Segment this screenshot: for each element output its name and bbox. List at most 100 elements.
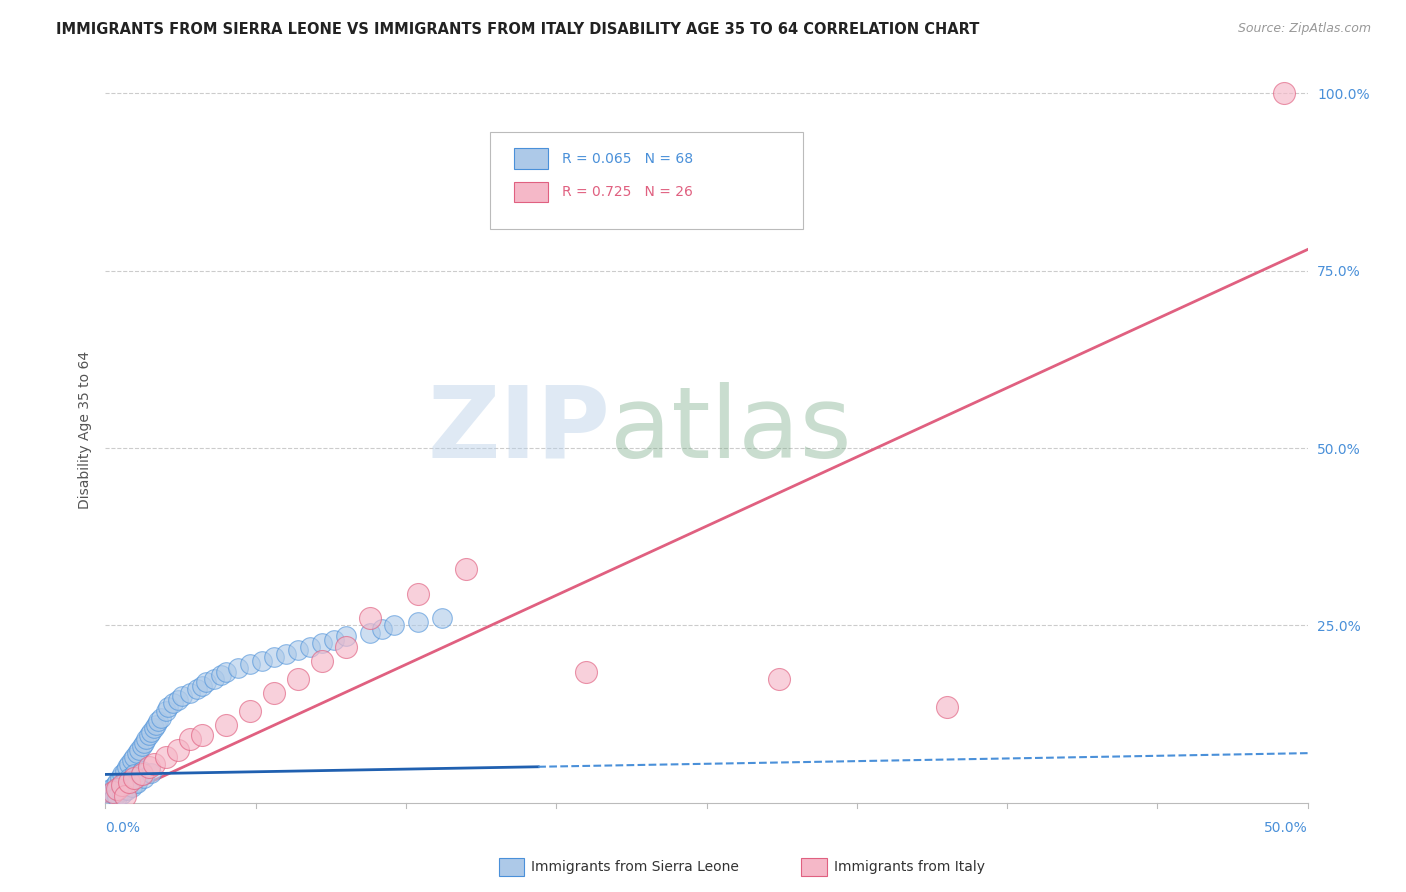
Point	[239, 657, 262, 672]
Point	[111, 767, 134, 781]
Point	[138, 760, 160, 774]
Point	[107, 774, 129, 789]
Point	[132, 735, 155, 749]
Point	[202, 672, 225, 686]
Text: 50.0%: 50.0%	[1264, 821, 1308, 835]
Point	[125, 774, 148, 789]
Point	[263, 686, 285, 700]
Point	[239, 704, 262, 718]
Point	[311, 654, 333, 668]
Point	[118, 774, 141, 789]
Point	[335, 640, 357, 654]
Point	[138, 728, 160, 742]
Point	[128, 742, 150, 756]
Point	[139, 766, 162, 780]
Point	[142, 756, 165, 771]
Text: Source: ZipAtlas.com: Source: ZipAtlas.com	[1237, 22, 1371, 36]
Point	[111, 787, 134, 801]
Point	[121, 778, 143, 792]
Point	[125, 776, 148, 790]
Point	[139, 724, 162, 739]
Point	[104, 778, 127, 792]
Bar	[515, 182, 548, 202]
Text: R = 0.065   N = 68: R = 0.065 N = 68	[562, 152, 693, 166]
Point	[111, 778, 134, 792]
Point	[107, 790, 129, 805]
Point	[335, 629, 357, 643]
Point	[111, 778, 134, 792]
Point	[166, 742, 188, 756]
Point	[162, 697, 184, 711]
Point	[98, 781, 121, 796]
Text: 0.0%: 0.0%	[105, 821, 141, 835]
Point	[179, 731, 201, 746]
Point	[406, 586, 429, 600]
Point	[107, 781, 129, 796]
Point	[1272, 87, 1295, 101]
Point	[155, 704, 177, 718]
Point	[101, 785, 124, 799]
Point	[430, 611, 453, 625]
Point	[298, 640, 321, 654]
Point	[263, 650, 285, 665]
Point	[118, 756, 141, 771]
Point	[166, 693, 188, 707]
Point	[156, 700, 179, 714]
Point	[371, 622, 394, 636]
Point	[209, 668, 232, 682]
Text: IMMIGRANTS FROM SIERRA LEONE VS IMMIGRANTS FROM ITALY DISABILITY AGE 35 TO 64 CO: IMMIGRANTS FROM SIERRA LEONE VS IMMIGRAN…	[56, 22, 980, 37]
Point	[214, 665, 236, 679]
Point	[107, 781, 129, 796]
Point	[190, 728, 212, 742]
FancyBboxPatch shape	[491, 132, 803, 229]
Point	[359, 625, 381, 640]
Point	[135, 731, 157, 746]
Point	[131, 764, 153, 778]
Point	[131, 767, 153, 781]
Point	[115, 760, 138, 774]
Point	[190, 679, 212, 693]
Point	[186, 682, 208, 697]
Point	[131, 739, 153, 753]
Point	[768, 672, 790, 686]
Point	[172, 690, 194, 704]
Text: ZIP: ZIP	[427, 382, 610, 479]
Y-axis label: Disability Age 35 to 64: Disability Age 35 to 64	[77, 351, 91, 509]
Point	[124, 767, 146, 781]
Point	[287, 672, 309, 686]
Point	[114, 774, 136, 789]
Point	[142, 721, 165, 735]
Point	[115, 783, 138, 797]
Point	[108, 785, 131, 799]
Point	[359, 611, 381, 625]
Point	[125, 746, 148, 760]
Point	[179, 686, 201, 700]
Point	[322, 632, 344, 647]
Point	[195, 675, 218, 690]
Point	[132, 771, 155, 785]
Point	[250, 654, 273, 668]
Text: atlas: atlas	[610, 382, 852, 479]
Text: Immigrants from Italy: Immigrants from Italy	[834, 860, 984, 874]
Point	[214, 718, 236, 732]
Point	[115, 781, 138, 796]
Point	[311, 636, 333, 650]
Point	[145, 718, 167, 732]
Point	[121, 780, 143, 795]
Point	[406, 615, 429, 629]
Point	[104, 789, 127, 803]
Point	[382, 618, 405, 632]
Point	[121, 753, 143, 767]
Point	[155, 749, 177, 764]
Point	[287, 643, 309, 657]
Point	[124, 749, 146, 764]
Point	[108, 771, 131, 785]
Point	[936, 700, 959, 714]
Bar	[515, 148, 548, 169]
Text: R = 0.725   N = 26: R = 0.725 N = 26	[562, 185, 693, 199]
Point	[149, 711, 172, 725]
Point	[114, 764, 136, 778]
Point	[118, 771, 141, 785]
Point	[226, 661, 249, 675]
Point	[101, 792, 124, 806]
